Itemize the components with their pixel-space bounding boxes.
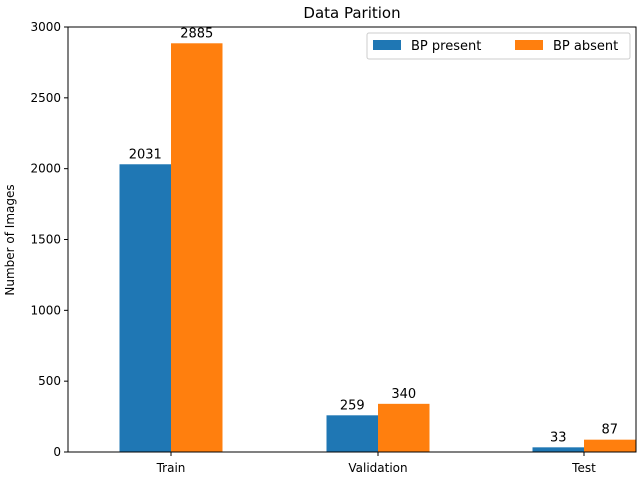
legend-label-bp-present: BP present	[411, 39, 481, 54]
bar-value-label: 259	[340, 398, 365, 413]
legend-swatch-bp-present	[373, 40, 401, 50]
legend-label-bp-absent: BP absent	[553, 39, 618, 54]
x-tick-label-validation: Validation	[348, 461, 407, 475]
legend: BP present BP absent	[366, 32, 631, 60]
x-axis: Train Validation Test	[156, 452, 596, 475]
bar-value-label: 33	[550, 430, 567, 445]
bars	[119, 43, 636, 453]
bar-bp-present-train	[119, 164, 171, 452]
y-tick-label: 0	[53, 445, 61, 459]
y-tick-label: 1500	[30, 233, 61, 247]
y-tick-label: 1000	[30, 303, 61, 317]
bar-labels: 2031 259 33 2885 340 87	[129, 26, 618, 445]
y-tick-label: 2500	[30, 91, 61, 105]
bar-bp-absent-validation	[378, 403, 430, 452]
bar-bp-absent-test	[584, 439, 636, 452]
legend-frame	[366, 32, 631, 60]
x-tick-label-test: Test	[571, 461, 596, 475]
y-axis: 0 500 1000 1500 2000 2500 3000	[30, 20, 68, 459]
y-tick-label: 3000	[30, 20, 61, 34]
y-tick-label: 500	[38, 374, 61, 388]
y-axis-label: Number of Images	[3, 184, 17, 295]
bar-value-label: 2885	[180, 26, 213, 41]
bar-bp-present-test	[532, 447, 584, 452]
legend-swatch-bp-absent	[515, 40, 543, 50]
x-tick-label-train: Train	[156, 461, 186, 475]
bar-bp-present-validation	[326, 415, 378, 452]
chart-title: Data Parition	[303, 4, 400, 22]
bar-bp-absent-train	[171, 43, 223, 453]
bar-value-label: 340	[391, 387, 416, 402]
bar-value-label: 2031	[129, 147, 162, 162]
y-tick-label: 2000	[30, 162, 61, 176]
bar-value-label: 87	[601, 423, 618, 438]
